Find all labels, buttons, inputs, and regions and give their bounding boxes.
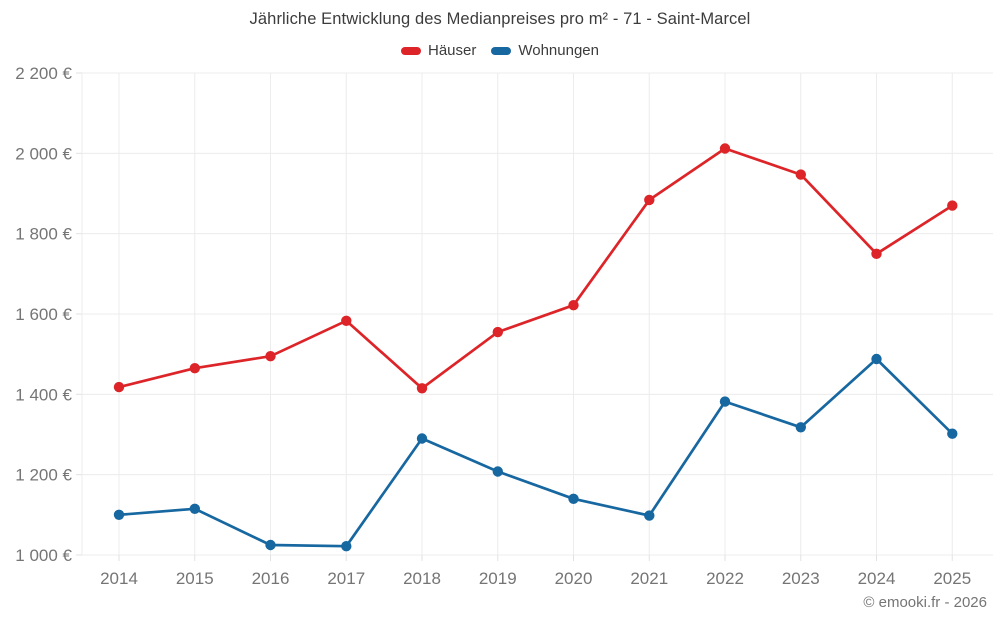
- data-point-hauser-2018[interactable]: [416, 383, 428, 394]
- y-tick-label: 1 800 €: [15, 225, 72, 244]
- x-tick-label: 2017: [327, 569, 365, 588]
- data-point-hauser-2014[interactable]: [113, 381, 125, 393]
- data-point-hauser-2019[interactable]: [492, 326, 503, 338]
- x-tick-label: 2023: [782, 569, 820, 588]
- series-line-hauser: [117, 147, 954, 390]
- x-tick-label: 2014: [100, 569, 138, 588]
- data-point-hauser-2023[interactable]: [795, 169, 806, 180]
- x-tick-label: 2024: [858, 569, 896, 588]
- y-tick-label: 2 000 €: [15, 144, 72, 163]
- data-point-hauser-2022[interactable]: [719, 143, 731, 154]
- data-point-wohnungen-2021[interactable]: [644, 510, 655, 521]
- y-tick-label: 2 200 €: [15, 64, 72, 83]
- legend-swatch-hauser-icon: [401, 46, 421, 55]
- data-point-hauser-2021[interactable]: [644, 194, 655, 206]
- chart-legend: Häuser Wohnungen: [0, 42, 1000, 59]
- x-tick-label: 2025: [933, 569, 971, 588]
- series-line-wohnungen: [117, 357, 954, 548]
- x-tick-label: 2022: [706, 569, 744, 588]
- data-point-wohnungen-2018[interactable]: [416, 433, 428, 444]
- data-point-wohnungen-2016[interactable]: [265, 539, 276, 551]
- x-tick-label: 2016: [252, 569, 290, 588]
- data-point-wohnungen-2019[interactable]: [492, 466, 503, 477]
- data-point-wohnungen-2025[interactable]: [947, 428, 958, 439]
- x-tick-label: 2018: [403, 569, 441, 588]
- y-tick-label: 1 000 €: [15, 546, 72, 565]
- chart-title: Jährliche Entwicklung des Medianpreises …: [249, 10, 751, 28]
- data-point-wohnungen-2022[interactable]: [719, 396, 731, 407]
- data-point-wohnungen-2020[interactable]: [568, 493, 579, 504]
- x-tick-label: 2015: [176, 569, 214, 588]
- data-point-wohnungen-2015[interactable]: [189, 503, 200, 514]
- y-tick-label: 1 200 €: [15, 466, 72, 485]
- legend-label-wohnungen: Wohnungen: [518, 42, 599, 59]
- legend-item-hauser[interactable]: Häuser: [401, 42, 476, 59]
- legend-item-wohnungen[interactable]: Wohnungen: [491, 42, 599, 59]
- data-point-wohnungen-2014[interactable]: [113, 509, 125, 520]
- data-point-hauser-2024[interactable]: [871, 248, 882, 259]
- y-tick-label: 1 600 €: [15, 305, 72, 324]
- chart-attribution: © emooki.fr - 2026: [863, 594, 987, 611]
- data-point-hauser-2015[interactable]: [189, 363, 200, 374]
- data-point-wohnungen-2023[interactable]: [795, 422, 806, 433]
- x-tick-label: 2021: [630, 569, 668, 588]
- data-point-hauser-2020[interactable]: [568, 300, 579, 311]
- legend-swatch-wohnungen-icon: [491, 46, 512, 55]
- x-tick-label: 2019: [479, 569, 517, 588]
- data-point-wohnungen-2017[interactable]: [341, 541, 352, 552]
- y-tick-label: 1 400 €: [15, 385, 72, 404]
- x-tick-label: 2020: [555, 569, 593, 588]
- data-point-wohnungen-2024[interactable]: [871, 353, 882, 365]
- data-point-hauser-2017[interactable]: [341, 315, 352, 326]
- data-point-hauser-2025[interactable]: [947, 200, 958, 211]
- data-point-hauser-2016[interactable]: [265, 351, 276, 362]
- legend-label-hauser: Häuser: [428, 42, 477, 59]
